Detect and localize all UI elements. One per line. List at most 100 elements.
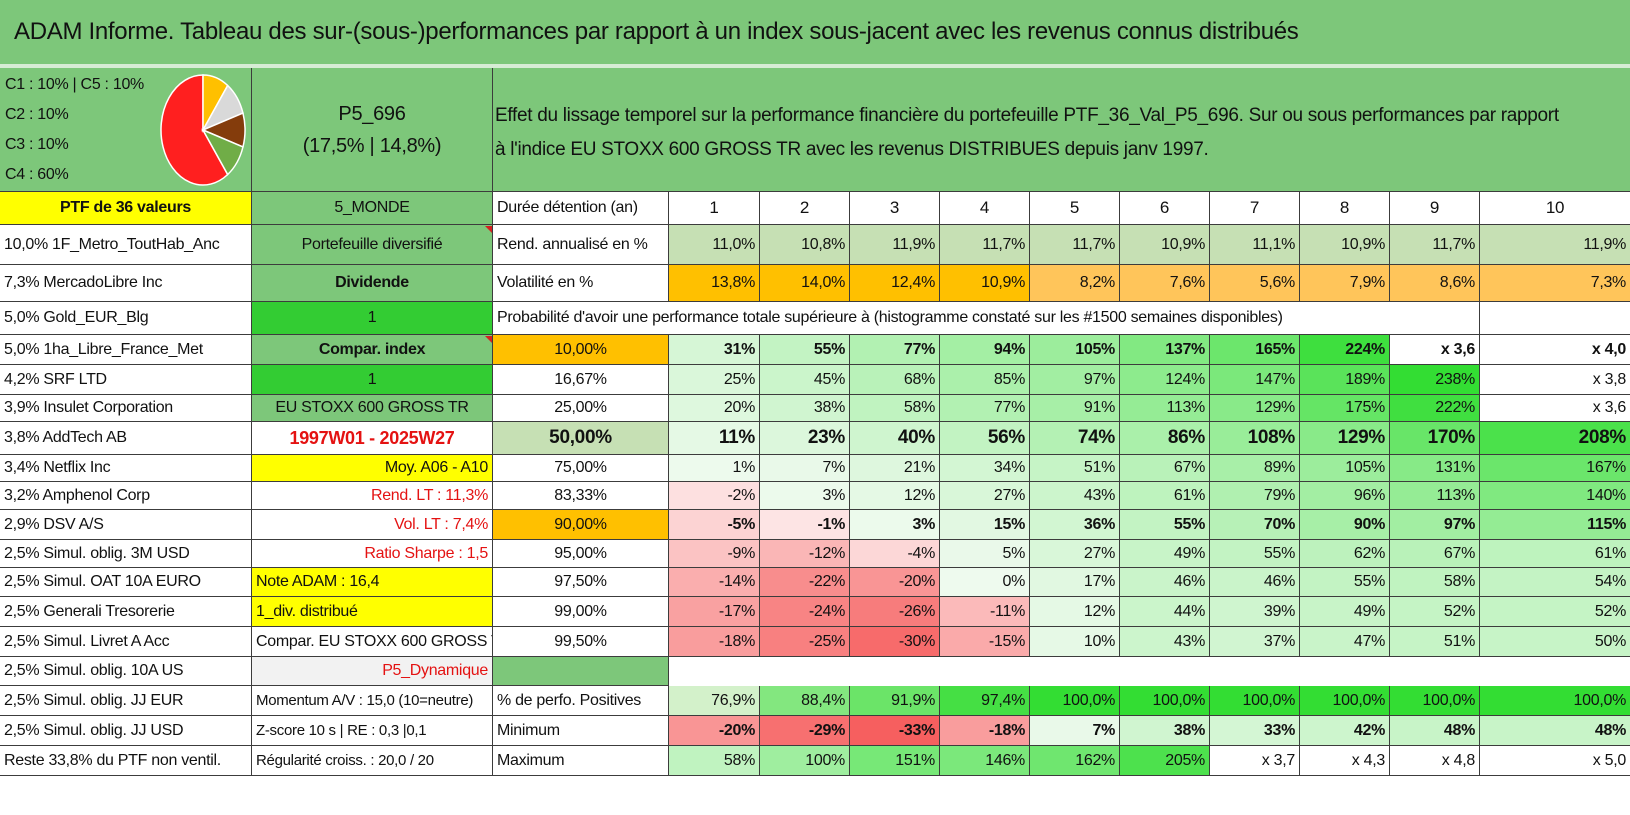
probability-value: 46% bbox=[1210, 568, 1300, 597]
title-divider bbox=[0, 64, 1630, 68]
holding-row: 10,0% 1F_Metro_ToutHab_Anc bbox=[0, 225, 252, 265]
year-header: 3 bbox=[850, 192, 940, 225]
probability-value: 137% bbox=[1120, 335, 1210, 365]
probability-value: 3% bbox=[850, 510, 940, 540]
zscore-label: Z-score 10 s | RE : 0,3 |0,1 bbox=[252, 716, 493, 746]
probability-value: -25% bbox=[760, 627, 850, 657]
positive-perf-value: 91,9% bbox=[850, 686, 940, 716]
probability-threshold: 25,00% bbox=[493, 395, 669, 422]
probability-value: 50% bbox=[1480, 627, 1630, 657]
probability-value: 17% bbox=[1030, 568, 1120, 597]
probability-value: 38% bbox=[760, 395, 850, 422]
probability-value: 131% bbox=[1390, 455, 1480, 482]
probability-value: 12% bbox=[1030, 597, 1120, 627]
holding-row: 2,5% Simul. oblig. JJ USD bbox=[0, 716, 252, 746]
holding-row: 3,2% Amphenol Corp bbox=[0, 482, 252, 510]
minimum-value: 42% bbox=[1300, 716, 1390, 746]
probability-value: -17% bbox=[669, 597, 760, 627]
volatility-value: 5,6% bbox=[1210, 265, 1300, 302]
probability-value: -11% bbox=[940, 597, 1030, 627]
probability-value: 12% bbox=[850, 482, 940, 510]
probability-value: 147% bbox=[1210, 365, 1300, 395]
holdings-header: PTF de 36 valeurs bbox=[0, 192, 252, 225]
flag-value-1: 1 bbox=[252, 302, 493, 335]
probability-value: -15% bbox=[940, 627, 1030, 657]
positive-perf-value: 88,4% bbox=[760, 686, 850, 716]
annual-return-value: 11,0% bbox=[669, 225, 760, 265]
year-header: 5 bbox=[1030, 192, 1120, 225]
holding-row: 2,5% Simul. oblig. JJ EUR bbox=[0, 686, 252, 716]
probability-value: 55% bbox=[1120, 510, 1210, 540]
positive-perf-value: 100,0% bbox=[1300, 686, 1390, 716]
year-header: 8 bbox=[1300, 192, 1390, 225]
probability-value: 46% bbox=[1120, 568, 1210, 597]
annual-return-value: 11,7% bbox=[1390, 225, 1480, 265]
allocation-pie-chart bbox=[160, 74, 246, 186]
probability-value: 27% bbox=[1030, 540, 1120, 568]
average-window: Moy. A06 - A10 bbox=[252, 455, 493, 482]
annual-return-value: 11,7% bbox=[1030, 225, 1120, 265]
probability-value: 56% bbox=[940, 422, 1030, 455]
probability-value: 45% bbox=[760, 365, 850, 395]
probability-value: 89% bbox=[1210, 455, 1300, 482]
probability-value: 49% bbox=[1120, 540, 1210, 568]
maximum-value: x 5,0 bbox=[1480, 746, 1630, 776]
holding-row: 3,9% Insulet Corporation bbox=[0, 395, 252, 422]
probability-value: 170% bbox=[1390, 422, 1480, 455]
minimum-value: -18% bbox=[940, 716, 1030, 746]
probability-value: 175% bbox=[1300, 395, 1390, 422]
probability-value: -30% bbox=[850, 627, 940, 657]
annual-return-value: 10,9% bbox=[1120, 225, 1210, 265]
probability-value: 140% bbox=[1480, 482, 1630, 510]
probability-value: 39% bbox=[1210, 597, 1300, 627]
year-header: 10 bbox=[1480, 192, 1630, 225]
probability-value: 11% bbox=[669, 422, 760, 455]
probability-value: 97% bbox=[1390, 510, 1480, 540]
maximum-value: x 4,8 bbox=[1390, 746, 1480, 776]
positive-perf-value: 76,9% bbox=[669, 686, 760, 716]
maximum-label: Maximum bbox=[493, 746, 669, 776]
minimum-value: -33% bbox=[850, 716, 940, 746]
legend-line-c4: C4 : 60% bbox=[5, 166, 69, 183]
maximum-value: 162% bbox=[1030, 746, 1120, 776]
probability-value: 10% bbox=[1030, 627, 1120, 657]
probability-value: 105% bbox=[1030, 335, 1120, 365]
maximum-value: 58% bbox=[669, 746, 760, 776]
probability-value: 55% bbox=[1210, 540, 1300, 568]
probability-threshold: 97,50% bbox=[493, 568, 669, 597]
volatility-value: 7,6% bbox=[1120, 265, 1210, 302]
probability-value: -24% bbox=[760, 597, 850, 627]
probability-value: 129% bbox=[1300, 422, 1390, 455]
positive-perf-value: 100,0% bbox=[1390, 686, 1480, 716]
holding-row: 2,5% Simul. oblig. 3M USD bbox=[0, 540, 252, 568]
index-name: EU STOXX 600 GROSS TR bbox=[252, 395, 493, 422]
holding-row: 7,3% MercadoLibre Inc bbox=[0, 265, 252, 302]
holding-row: 3,8% AddTech AB bbox=[0, 422, 252, 455]
annual-return-value: 10,8% bbox=[760, 225, 850, 265]
description-line-2: à l'indice EU STOXX 600 GROSS TR avec le… bbox=[495, 139, 1209, 160]
probability-value: 90% bbox=[1300, 510, 1390, 540]
description-line-1: Effet du lissage temporel sur la perform… bbox=[495, 105, 1559, 126]
long-term-return: Rend. LT : 11,3% bbox=[252, 482, 493, 510]
holding-row: 2,5% Simul. Livret A Acc bbox=[0, 627, 252, 657]
probability-value: -12% bbox=[760, 540, 850, 568]
probability-value: 51% bbox=[1390, 627, 1480, 657]
minimum-value: -29% bbox=[760, 716, 850, 746]
probability-value: 23% bbox=[760, 422, 850, 455]
year-header: 2 bbox=[760, 192, 850, 225]
adam-score: Note ADAM : 16,4 bbox=[252, 568, 493, 597]
region-label: 5_MONDE bbox=[252, 192, 493, 225]
probability-value: 55% bbox=[760, 335, 850, 365]
probability-value: 27% bbox=[940, 482, 1030, 510]
probability-value: 0% bbox=[940, 568, 1030, 597]
holding-row: 2,5% Simul. oblig. 10A US bbox=[0, 657, 252, 686]
strategy-label: Dividende bbox=[252, 265, 493, 302]
holding-row: 4,2% SRF LTD bbox=[0, 365, 252, 395]
maximum-value: 205% bbox=[1120, 746, 1210, 776]
probability-value: -14% bbox=[669, 568, 760, 597]
title-bar: ADAM Informe. Tableau des sur-(sous-)per… bbox=[0, 0, 1630, 64]
regularity-label: Régularité croiss. : 20,0 / 20 bbox=[252, 746, 493, 776]
probability-value: 36% bbox=[1030, 510, 1120, 540]
probability-value: 58% bbox=[1390, 568, 1480, 597]
probability-value: 21% bbox=[850, 455, 940, 482]
